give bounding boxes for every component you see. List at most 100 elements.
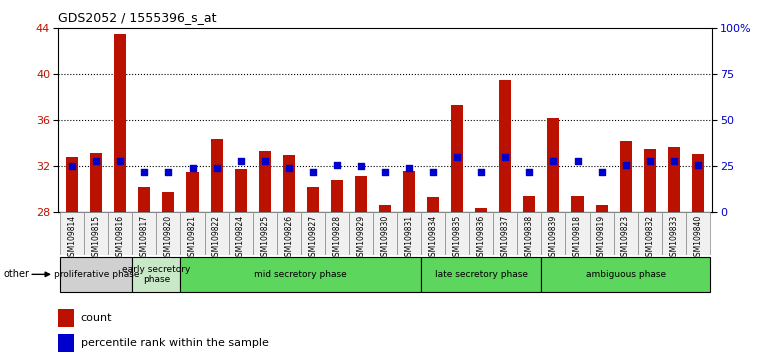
- Bar: [691, 154, 704, 212]
- Bar: [58, 309, 74, 327]
- Bar: [66, 157, 79, 212]
- Point: [691, 162, 704, 167]
- Bar: [132, 257, 180, 292]
- Text: GSM109829: GSM109829: [357, 215, 366, 261]
- Point: [355, 164, 367, 169]
- Point: [524, 169, 536, 175]
- Text: GDS2052 / 1555396_s_at: GDS2052 / 1555396_s_at: [58, 11, 216, 24]
- Text: GSM109837: GSM109837: [500, 215, 510, 261]
- Text: GSM109833: GSM109833: [669, 215, 678, 261]
- Bar: [517, 212, 541, 255]
- Bar: [259, 152, 271, 212]
- Point: [66, 164, 79, 169]
- Bar: [475, 208, 487, 212]
- Bar: [421, 212, 445, 255]
- Text: GSM109822: GSM109822: [212, 215, 221, 261]
- Bar: [373, 212, 397, 255]
- Bar: [541, 212, 565, 255]
- Bar: [109, 212, 132, 255]
- Bar: [499, 80, 511, 212]
- Text: GSM109814: GSM109814: [68, 215, 77, 261]
- Text: GSM109834: GSM109834: [429, 215, 437, 261]
- Bar: [571, 196, 584, 212]
- Text: early secretory
phase: early secretory phase: [122, 265, 191, 284]
- Bar: [668, 147, 680, 212]
- Text: GSM109828: GSM109828: [333, 215, 341, 261]
- Bar: [686, 212, 710, 255]
- Point: [403, 165, 415, 171]
- Text: GSM109827: GSM109827: [308, 215, 317, 261]
- Text: GSM109839: GSM109839: [549, 215, 558, 261]
- Text: other: other: [4, 269, 30, 279]
- Bar: [60, 212, 84, 255]
- Bar: [620, 141, 631, 212]
- Bar: [355, 176, 367, 212]
- Bar: [451, 105, 464, 212]
- Bar: [379, 205, 391, 212]
- Bar: [180, 212, 205, 255]
- Bar: [283, 155, 295, 212]
- Point: [259, 158, 271, 164]
- Point: [499, 154, 511, 160]
- Text: GSM109832: GSM109832: [645, 215, 654, 261]
- Point: [619, 162, 631, 167]
- Bar: [325, 212, 349, 255]
- Point: [547, 158, 560, 164]
- Bar: [524, 196, 535, 212]
- Text: GSM109840: GSM109840: [693, 215, 702, 261]
- Point: [379, 169, 391, 175]
- Bar: [156, 212, 180, 255]
- Bar: [469, 212, 494, 255]
- Text: ambiguous phase: ambiguous phase: [585, 270, 666, 279]
- Bar: [445, 212, 469, 255]
- Bar: [229, 212, 253, 255]
- Text: GSM109820: GSM109820: [164, 215, 173, 261]
- Point: [114, 158, 126, 164]
- Text: GSM109819: GSM109819: [597, 215, 606, 261]
- Text: late secretory phase: late secretory phase: [435, 270, 527, 279]
- Bar: [180, 257, 421, 292]
- Bar: [397, 212, 421, 255]
- Bar: [638, 212, 661, 255]
- Point: [475, 169, 487, 175]
- Bar: [644, 149, 656, 212]
- Text: GSM109824: GSM109824: [236, 215, 245, 261]
- Text: proliferative phase: proliferative phase: [53, 270, 139, 279]
- Point: [283, 165, 295, 171]
- Text: GSM109826: GSM109826: [284, 215, 293, 261]
- Bar: [276, 212, 301, 255]
- Text: count: count: [81, 313, 112, 323]
- Bar: [60, 257, 132, 292]
- Point: [451, 154, 464, 160]
- Point: [210, 165, 223, 171]
- Point: [162, 169, 175, 175]
- Bar: [541, 257, 710, 292]
- Bar: [186, 172, 199, 212]
- Text: GSM109815: GSM109815: [92, 215, 101, 261]
- Bar: [58, 334, 74, 352]
- Bar: [565, 212, 590, 255]
- Bar: [84, 212, 109, 255]
- Text: GSM109836: GSM109836: [477, 215, 486, 261]
- Point: [668, 158, 680, 164]
- Bar: [427, 198, 439, 212]
- Text: GSM109830: GSM109830: [380, 215, 390, 261]
- Text: GSM109816: GSM109816: [116, 215, 125, 261]
- Text: mid secretory phase: mid secretory phase: [254, 270, 347, 279]
- Bar: [494, 212, 517, 255]
- Point: [306, 169, 319, 175]
- Bar: [421, 257, 541, 292]
- Bar: [210, 139, 223, 212]
- Bar: [614, 212, 638, 255]
- Bar: [205, 212, 229, 255]
- Bar: [331, 180, 343, 212]
- Bar: [162, 192, 175, 212]
- Bar: [306, 187, 319, 212]
- Bar: [253, 212, 276, 255]
- Bar: [590, 212, 614, 255]
- Text: GSM109818: GSM109818: [573, 215, 582, 261]
- Point: [90, 158, 102, 164]
- Text: percentile rank within the sample: percentile rank within the sample: [81, 338, 269, 348]
- Text: GSM109838: GSM109838: [525, 215, 534, 261]
- Bar: [132, 212, 156, 255]
